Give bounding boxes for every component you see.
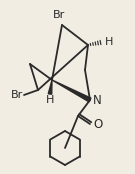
Text: O: O	[93, 117, 102, 130]
Text: H: H	[105, 37, 113, 47]
Text: N: N	[93, 93, 102, 106]
Text: H: H	[46, 95, 54, 105]
Text: Br: Br	[11, 90, 23, 100]
Polygon shape	[48, 80, 52, 94]
Text: Br: Br	[53, 10, 65, 20]
Polygon shape	[52, 80, 91, 102]
